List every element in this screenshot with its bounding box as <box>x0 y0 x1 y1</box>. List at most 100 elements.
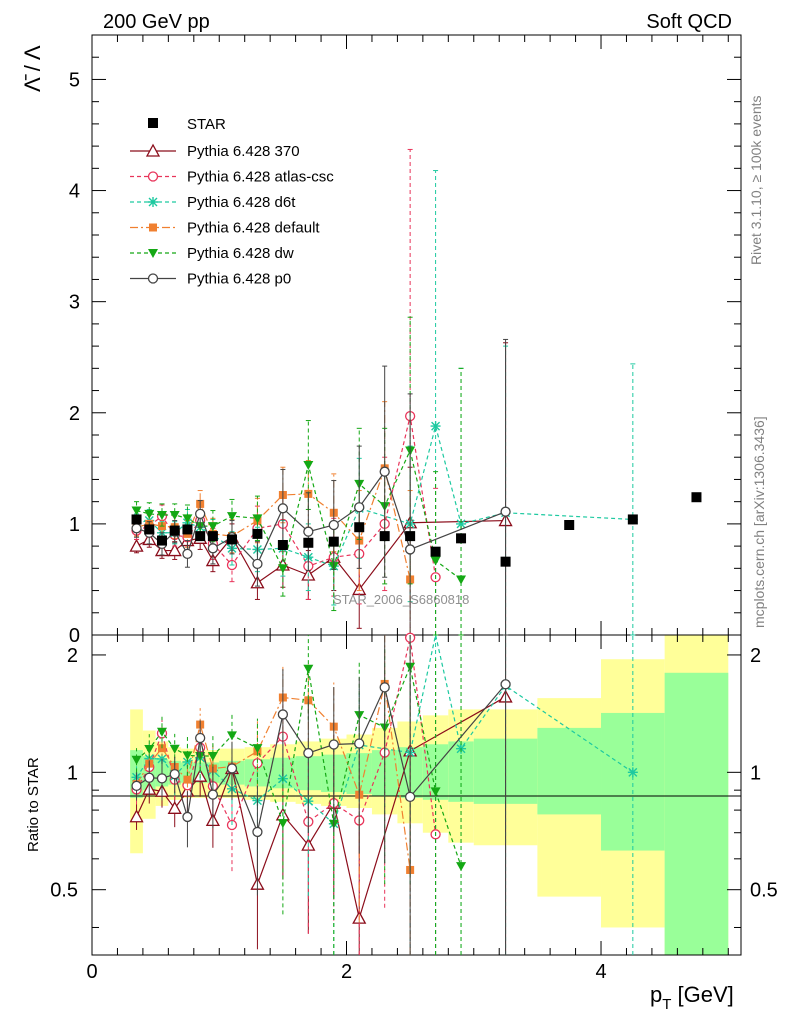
star-point <box>207 531 218 542</box>
ratio-panel-frame <box>91 634 742 956</box>
ratio-y-tick-label-right: 0.5 <box>750 880 778 902</box>
data-point <box>430 421 441 432</box>
star-point <box>564 520 575 530</box>
star-point <box>405 531 416 542</box>
data-point <box>226 512 237 522</box>
ratio-point <box>500 679 511 690</box>
data-point <box>303 526 314 537</box>
ratio-point <box>226 763 238 774</box>
series-line <box>136 423 633 567</box>
ratio-y-tick-label-right: 2 <box>750 645 761 667</box>
star-data-points <box>131 492 702 567</box>
data-point <box>167 543 182 557</box>
star-point <box>277 540 288 550</box>
x-tick-label: 2 <box>341 961 352 983</box>
ratio-point <box>144 745 155 755</box>
data-point <box>379 466 390 477</box>
legend-marker-star <box>148 118 158 128</box>
ratio-point <box>169 768 180 780</box>
plot-frames <box>91 34 742 956</box>
data-point <box>182 514 193 524</box>
legend-marker <box>145 143 161 157</box>
band-green-bin <box>537 727 602 815</box>
ratio-y-tick-label: 0.5 <box>50 880 78 902</box>
ratio-point <box>277 709 289 720</box>
main-y-axis-label: Λ̄ / Λ <box>20 45 45 92</box>
band-green-bin <box>664 672 729 955</box>
legend-marker <box>147 171 159 182</box>
data-point <box>207 543 219 554</box>
ratio-series-line <box>136 634 634 825</box>
series-line <box>136 415 437 578</box>
data-point <box>277 564 288 574</box>
main-y-tick-label: 1 <box>69 514 80 536</box>
ratio-y-axis-label: Ratio to STAR <box>25 757 42 852</box>
star-point <box>252 528 263 539</box>
header-right-label: Soft QCD <box>646 11 732 33</box>
ratio-point <box>131 755 142 765</box>
ratio-y-tick-label-right: 1 <box>750 762 761 784</box>
x-tick-label: 4 <box>595 961 606 983</box>
data-point <box>277 503 289 514</box>
star-point <box>303 537 314 548</box>
data-point <box>430 556 441 566</box>
legend-label: Pythia 6.428 d6t <box>187 194 296 211</box>
analysis-name-label: STAR_2006_S6860818 <box>333 592 469 607</box>
legend-marker <box>149 223 157 232</box>
data-point <box>328 519 339 531</box>
data-point <box>252 514 263 524</box>
star-point <box>379 531 390 542</box>
ratio-series-p0 <box>131 635 511 955</box>
legend-marker <box>148 197 158 207</box>
x-tick-label: 0 <box>86 961 97 983</box>
star-point <box>195 531 206 542</box>
data-point <box>131 523 142 534</box>
ratio-point <box>144 772 155 783</box>
legend-marker <box>148 249 158 258</box>
main-y-tick-label: 2 <box>69 403 80 425</box>
star-point <box>182 524 193 535</box>
ratio-point <box>156 773 168 784</box>
ratio-point <box>303 664 314 674</box>
ratio-point <box>131 780 142 792</box>
data-point <box>131 506 142 516</box>
legend-label: Pythia 6.428 atlas-csc <box>187 169 334 186</box>
ratio-point <box>169 744 180 754</box>
ratio-series-line <box>136 683 411 871</box>
main-y-tick-label: 3 <box>69 292 80 314</box>
ratio-point <box>182 751 193 761</box>
data-point <box>156 511 167 520</box>
data-point <box>500 506 511 517</box>
data-point <box>456 575 467 585</box>
legend-label: Pythia 6.428 p0 <box>187 271 291 288</box>
ratio-point <box>303 747 314 759</box>
ratio-point <box>182 756 193 767</box>
data-point <box>195 508 206 520</box>
star-point <box>430 546 441 557</box>
ratio-point <box>328 739 339 750</box>
data-point <box>182 548 193 560</box>
series-line <box>136 470 506 565</box>
header-left-label: 200 GeV pp <box>103 11 210 33</box>
ratio-point <box>456 862 467 872</box>
data-point <box>303 461 314 470</box>
star-point <box>691 492 702 503</box>
legend-label: Pythia 6.428 default <box>187 220 320 237</box>
main-y-tick-label: 0 <box>69 625 80 647</box>
ratio-point <box>277 819 288 829</box>
ratio-series-line <box>136 683 507 834</box>
star-point <box>156 535 167 546</box>
star-point <box>144 524 155 535</box>
star-point <box>328 536 339 547</box>
ratio-point <box>252 744 263 754</box>
ratio-point <box>183 775 192 784</box>
data-point <box>207 522 218 532</box>
ratio-point <box>167 800 182 814</box>
data-point <box>129 538 144 552</box>
ratio-point <box>627 767 638 778</box>
ratio-point <box>354 738 365 749</box>
star-point <box>131 514 142 525</box>
mcplots-source-label: mcplots.cern.ch [arXiv:1306.3436] <box>751 416 767 628</box>
